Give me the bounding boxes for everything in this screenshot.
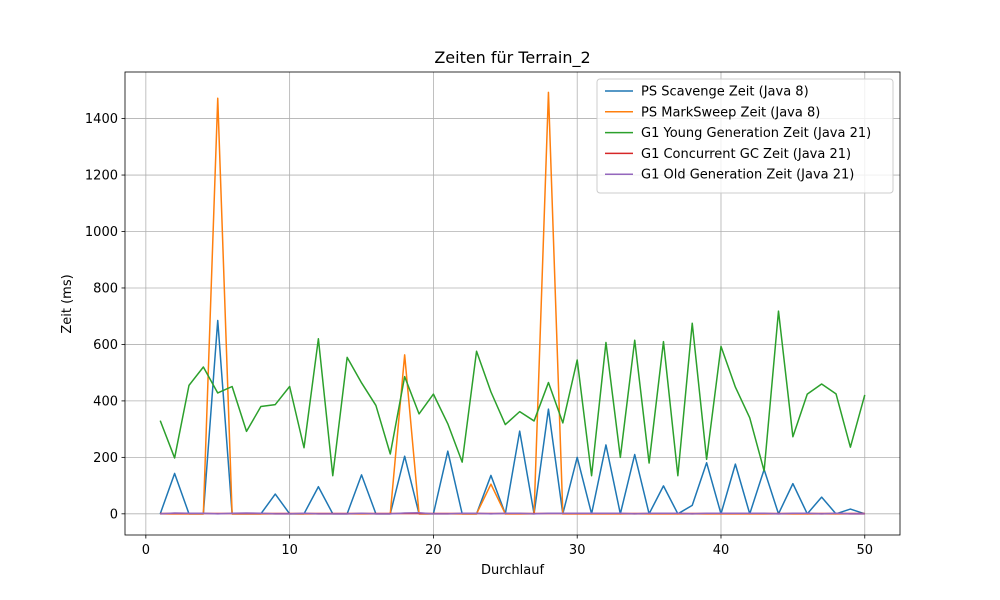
legend-label-3: G1 Young Generation Zeit (Java 21) — [641, 126, 871, 141]
x-tick-label: 20 — [425, 543, 442, 558]
y-tick-label: 400 — [93, 394, 118, 409]
y-tick-label: 200 — [93, 451, 118, 466]
legend: PS Scavenge Zeit (Java 8) PS MarkSweep Ze… — [596, 78, 894, 194]
x-tick-label: 0 — [142, 543, 150, 558]
grid — [125, 72, 900, 535]
axes-frame — [124, 71, 901, 536]
series-line-3 — [159, 310, 866, 477]
y-tick-label: 1200 — [85, 169, 118, 184]
series-layer — [159, 91, 866, 515]
x-tick-label: 30 — [569, 543, 586, 558]
series-line-1 — [159, 319, 866, 515]
y-tick-label: 600 — [93, 338, 118, 353]
legend-label-5: G1 Old Generation Zeit (Java 21) — [641, 168, 854, 183]
y-tick-label: 800 — [93, 281, 118, 296]
legend-box — [596, 78, 894, 194]
y-tick-label: 1000 — [85, 225, 118, 240]
axes-layer: 0 10 20 30 40 50 0 200 400 600 800 1000 1200 1400 — [85, 71, 901, 558]
y-axis-label: Zeit (ms) — [60, 274, 75, 333]
legend-label-1: PS Scavenge Zeit (Java 8) — [641, 85, 809, 100]
x-tick-label: 10 — [281, 543, 298, 558]
legend-label-4: G1 Concurrent GC Zeit (Java 21) — [641, 147, 851, 162]
y-tick-label: 0 — [110, 507, 118, 522]
chart-title: Zeiten für Terrain_2 — [434, 48, 590, 68]
x-tick-label: 40 — [713, 543, 730, 558]
x-tick-label: 50 — [856, 543, 873, 558]
y-tick-label: 1400 — [85, 112, 118, 127]
x-axis-label: Durchlauf — [481, 563, 545, 578]
series-line-5 — [160, 511, 865, 515]
legend-label-2: PS MarkSweep Zeit (Java 8) — [641, 105, 820, 120]
